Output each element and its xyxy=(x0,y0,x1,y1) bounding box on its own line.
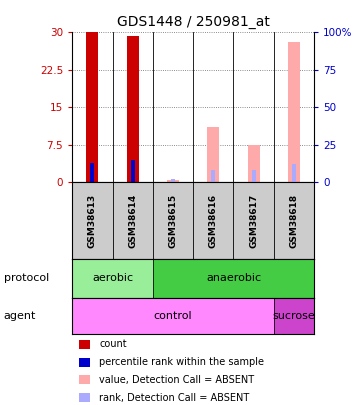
Text: GSM38616: GSM38616 xyxy=(209,194,218,248)
Text: count: count xyxy=(99,339,127,349)
Text: GSM38614: GSM38614 xyxy=(128,194,137,248)
Bar xyxy=(167,180,179,182)
Bar xyxy=(207,127,219,182)
Text: percentile rank within the sample: percentile rank within the sample xyxy=(99,357,264,367)
Text: sucrose: sucrose xyxy=(273,311,315,321)
Text: GSM38618: GSM38618 xyxy=(290,194,299,248)
Text: rank, Detection Call = ABSENT: rank, Detection Call = ABSENT xyxy=(99,393,249,403)
Text: protocol: protocol xyxy=(4,273,49,283)
Bar xyxy=(72,298,274,334)
Bar xyxy=(131,160,135,182)
Bar xyxy=(171,179,175,182)
Bar xyxy=(288,43,300,182)
Text: GSM38615: GSM38615 xyxy=(169,194,178,248)
Bar xyxy=(252,170,256,182)
Text: GSM38617: GSM38617 xyxy=(249,194,258,248)
Text: aerobic: aerobic xyxy=(92,273,133,283)
Bar xyxy=(86,32,99,182)
Text: agent: agent xyxy=(4,311,36,321)
Bar xyxy=(292,164,296,182)
Bar xyxy=(274,298,314,334)
Bar xyxy=(248,145,260,182)
Text: value, Detection Call = ABSENT: value, Detection Call = ABSENT xyxy=(99,375,255,385)
Bar xyxy=(211,170,215,182)
Text: GSM38613: GSM38613 xyxy=(88,194,97,248)
Bar xyxy=(153,259,314,298)
Bar xyxy=(127,36,139,182)
Text: control: control xyxy=(154,311,192,321)
Bar xyxy=(72,259,153,298)
Text: anaerobic: anaerobic xyxy=(206,273,261,283)
Title: GDS1448 / 250981_at: GDS1448 / 250981_at xyxy=(117,15,270,29)
Bar xyxy=(90,163,94,182)
